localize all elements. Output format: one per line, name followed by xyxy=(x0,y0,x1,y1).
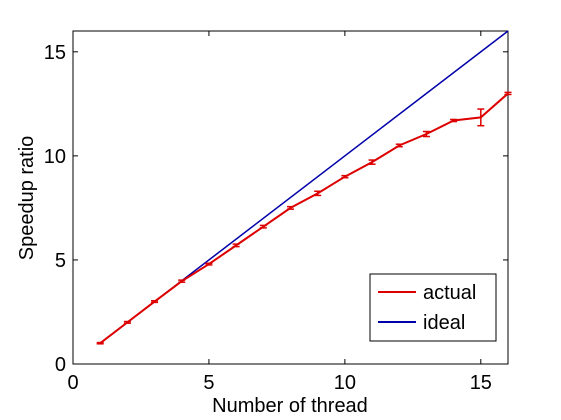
actual-line xyxy=(99,92,509,344)
axis-ticks: 0 5 10 15 0 5 10 15 xyxy=(44,31,508,394)
y-tick-label: 10 xyxy=(44,146,66,168)
x-tick-label: 10 xyxy=(334,372,356,394)
legend-box xyxy=(369,273,497,342)
y-tick-label: 15 xyxy=(44,42,66,64)
legend: actual ideal xyxy=(369,273,497,342)
legend-label-actual: actual xyxy=(423,282,476,304)
actual-series xyxy=(96,91,512,345)
x-tick-label: 15 xyxy=(470,372,492,394)
legend-label-ideal: ideal xyxy=(423,312,465,334)
y-axis-label: Speedup ratio xyxy=(16,136,38,261)
x-axis-label: Number of thread xyxy=(212,395,368,417)
x-tick-label: 5 xyxy=(203,372,214,394)
x-tick-label: 0 xyxy=(67,372,78,394)
y-tick-label: 5 xyxy=(55,250,66,272)
y-tick-label: 0 xyxy=(55,354,66,376)
